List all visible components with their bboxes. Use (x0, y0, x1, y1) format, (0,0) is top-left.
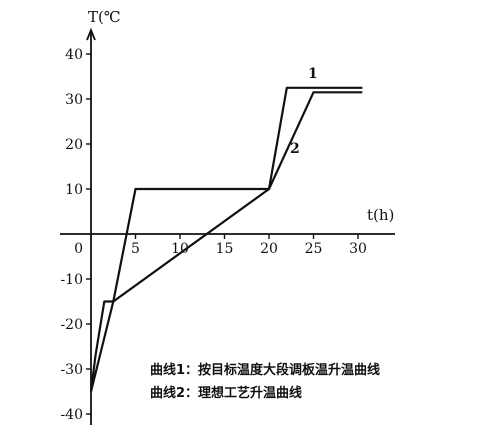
series-line-2 (89, 91, 363, 392)
x-axis-title: t(h) (367, 206, 394, 224)
y-axis-arrow (86, 27, 96, 41)
x-tick-label: 30 (349, 241, 367, 257)
legend-entry-2: 曲线2：理想工艺升温曲线 (150, 385, 302, 401)
series-label-1: 1 (308, 66, 318, 82)
y-tick-label: 10 (65, 182, 83, 198)
legend-entry-1: 曲线1：按目标温度大段调板温升温曲线 (150, 362, 380, 378)
x-tick-label: 5 (131, 241, 140, 257)
x-tick-label: 15 (216, 241, 234, 257)
x-tick-label: 10 (171, 241, 189, 257)
series-label-2: 2 (290, 141, 300, 157)
y-tick-label: -20 (60, 317, 83, 333)
y-tick-label: -30 (60, 362, 83, 378)
y-tick-label: -10 (60, 272, 83, 288)
x-axis: 0 5 10 15 20 25 30 (60, 233, 395, 257)
y-axis-title: T(℃ (88, 8, 121, 26)
y-tick-label: 20 (65, 137, 83, 153)
x-tick-label: 25 (305, 241, 323, 257)
series-line-1 (89, 86, 363, 392)
y-tick-label: 30 (65, 92, 83, 108)
x-tick-label: 0 (74, 241, 83, 257)
x-ticks: 0 5 10 15 20 25 30 (74, 234, 367, 257)
y-ticks: 40 30 20 10 -10 -20 -30 -40 (60, 47, 91, 423)
x-tick-label: 20 (260, 241, 278, 257)
y-tick-label: -40 (60, 407, 83, 423)
y-axis: 40 30 20 10 -10 -20 -30 -40 (60, 27, 96, 425)
series-layer (89, 86, 363, 392)
y-tick-label: 40 (65, 47, 83, 63)
